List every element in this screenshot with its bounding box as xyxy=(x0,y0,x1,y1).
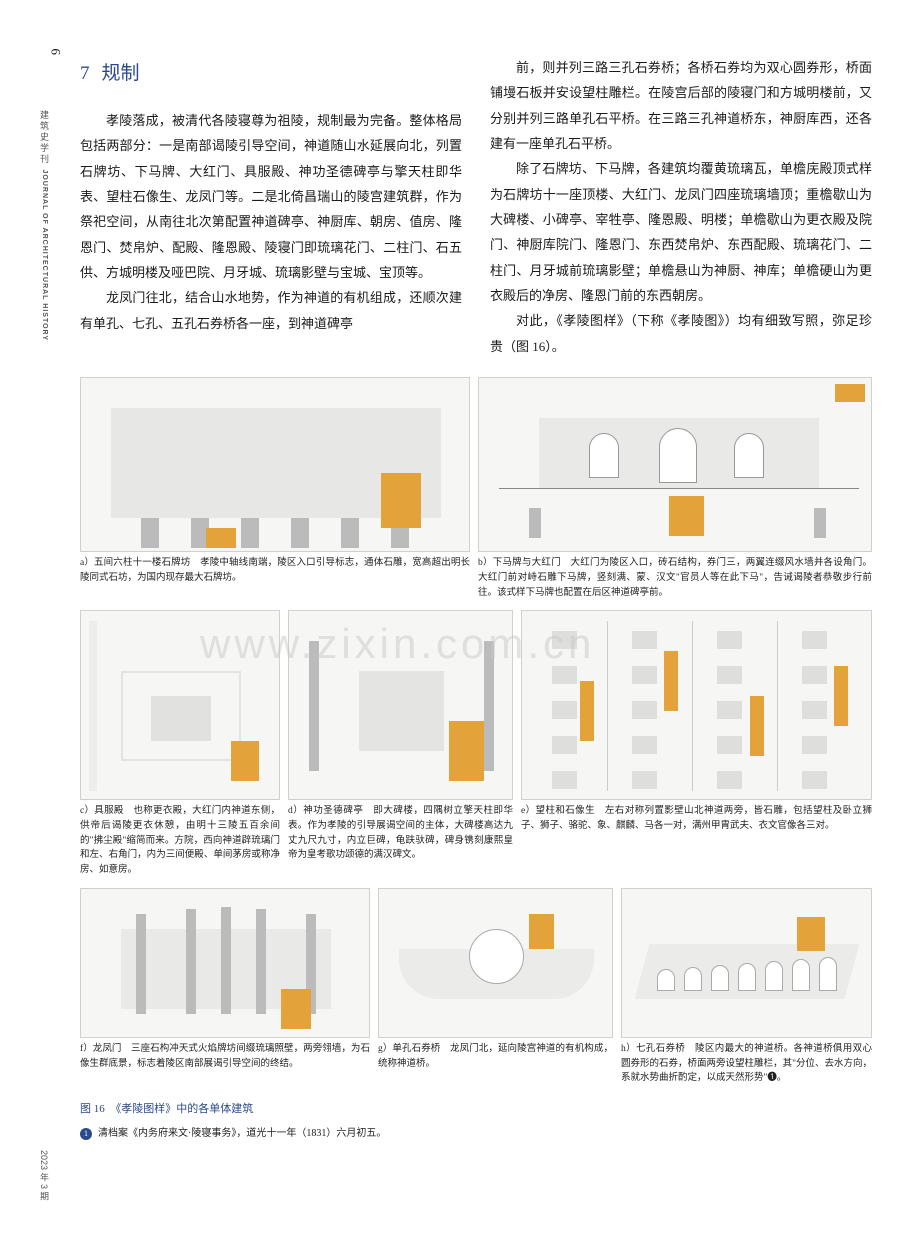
right-p1: 前，则并列三路三孔石券桥；各桥石券均为双心圆券形，桥面铺墁石板并安设望柱雕栏。在… xyxy=(490,55,872,156)
right-column: 前，则并列三路三孔石券桥；各桥石券均为双心圆券形，桥面铺墁石板并安设望柱雕栏。在… xyxy=(490,55,872,359)
figure-h-image xyxy=(621,888,872,1038)
caption-b: b）下马牌与大红门 大红门为陵区入口，砖石结构，券门三，两翼连缀风水墙并各设角门… xyxy=(478,556,872,600)
figure-f-image xyxy=(80,888,370,1038)
footnote: 1 清档案《内务府来文·陵寝事务》，道光十一年（1831）六月初五。 xyxy=(80,1124,872,1140)
left-p1: 孝陵落成，被清代各陵寝尊为祖陵，规制最为完备。整体格局包括两部分：一是南部谒陵引… xyxy=(80,108,462,285)
figure-e: e）望柱和石像生 左右对称列置影壁山北神道两旁，皆石雕，包括望柱及卧立狮子、狮子… xyxy=(521,610,872,878)
figure-grid: a）五间六柱十一楼石牌坊 孝陵中轴线南端，陵区入口引导标志，通体石雕，宽高超出明… xyxy=(80,377,872,1086)
heading-number: 7 xyxy=(80,63,90,84)
heading-text: 规制 xyxy=(102,63,140,84)
footnote-text: 清档案《内务府来文·陵寝事务》，道光十一年（1831）六月初五。 xyxy=(98,1128,386,1139)
figure-row-1: a）五间六柱十一楼石牌坊 孝陵中轴线南端，陵区入口引导标志，通体石雕，宽高超出明… xyxy=(80,377,872,600)
figure-b-image xyxy=(478,377,872,552)
figure-a: a）五间六柱十一楼石牌坊 孝陵中轴线南端，陵区入口引导标志，通体石雕，宽高超出明… xyxy=(80,377,470,600)
figure-title: 图 16 《孝陵图样》中的各单体建筑 xyxy=(80,1100,872,1116)
caption-a: a）五间六柱十一楼石牌坊 孝陵中轴线南端，陵区入口引导标志，通体石雕，宽高超出明… xyxy=(80,556,470,585)
figure-row-2: c）具服殿 也称更衣殿，大红门内神道东侧，供帝后谒陵更衣休憩，由明十三陵五百余间… xyxy=(80,610,872,878)
figure-a-image xyxy=(80,377,470,552)
page-number: 9 xyxy=(48,49,64,56)
issue-date-side: 2023 年 3 期 xyxy=(38,1150,51,1201)
right-p3: 对此，《孝陵图样》（下称《孝陵图》）均有细致写照，弥足珍贵（图 16）。 xyxy=(490,308,872,359)
figure-c: c）具服殿 也称更衣殿，大红门内神道东侧，供帝后谒陵更衣休憩，由明十三陵五百余间… xyxy=(80,610,280,878)
caption-h: h）七孔石券桥 陵区内最大的神道桥。各神道桥俱用双心圆券形的石券，桥面两旁设望柱… xyxy=(621,1042,872,1086)
figure-d: d）神功圣德碑亭 即大碑楼，四隅树立擎天柱即华表。作为孝陵的引导展谒空间的主体，… xyxy=(288,610,513,878)
caption-e: e）望柱和石像生 左右对称列置影壁山北神道两旁，皆石雕，包括望柱及卧立狮子、狮子… xyxy=(521,804,872,833)
left-p2: 龙凤门往北，结合山水地势，作为神道的有机组成，还顺次建有单孔、七孔、五孔石券桥各… xyxy=(80,285,462,336)
figure-h: h）七孔石券桥 陵区内最大的神道桥。各神道桥俱用双心圆券形的石券，桥面两旁设望柱… xyxy=(621,888,872,1086)
figure-b: b）下马牌与大红门 大红门为陵区入口，砖石结构，券门三，两翼连缀风水墙并各设角门… xyxy=(478,377,872,600)
figure-e-image xyxy=(521,610,872,800)
text-columns: 7 规制 孝陵落成，被清代各陵寝尊为祖陵，规制最为完备。整体格局包括两部分：一是南… xyxy=(80,55,872,359)
section-heading: 7 规制 xyxy=(80,55,462,92)
figure-row-3: f）龙凤门 三座石构冲天式火焰牌坊间缀琉璃照壁，两旁翎墙，为石像生群底景，标志着… xyxy=(80,888,872,1086)
caption-f: f）龙凤门 三座石构冲天式火焰牌坊间缀琉璃照壁，两旁翎墙，为石像生群底景，标志着… xyxy=(80,1042,370,1071)
journal-en: JOURNAL OF ARCHITECTURAL HISTORY xyxy=(41,170,48,342)
journal-cn: 建筑史学刊 xyxy=(39,110,49,165)
footnote-marker-icon: 1 xyxy=(80,1128,92,1140)
figure-c-image xyxy=(80,610,280,800)
figure-g: g）单孔石券桥 龙凤门北，延向陵宫神道的有机构成，统称神道桥。 xyxy=(378,888,613,1086)
figure-f: f）龙凤门 三座石构冲天式火焰牌坊间缀琉璃照壁，两旁翎墙，为石像生群底景，标志着… xyxy=(80,888,370,1086)
figure-g-image xyxy=(378,888,613,1038)
left-column: 7 规制 孝陵落成，被清代各陵寝尊为祖陵，规制最为完备。整体格局包括两部分：一是南… xyxy=(80,55,462,359)
journal-side-label: 建筑史学刊 JOURNAL OF ARCHITECTURAL HISTORY xyxy=(38,110,51,341)
right-p2: 除了石牌坊、下马牌，各建筑均覆黄琉璃瓦，单檐庑殿顶式样为石牌坊十一座顶楼、大红门… xyxy=(490,156,872,308)
caption-d: d）神功圣德碑亭 即大碑楼，四隅树立擎天柱即华表。作为孝陵的引导展谒空间的主体，… xyxy=(288,804,513,863)
figure-d-image xyxy=(288,610,513,800)
caption-c: c）具服殿 也称更衣殿，大红门内神道东侧，供帝后谒陵更衣休憩，由明十三陵五百余间… xyxy=(80,804,280,878)
caption-g: g）单孔石券桥 龙凤门北，延向陵宫神道的有机构成，统称神道桥。 xyxy=(378,1042,613,1071)
